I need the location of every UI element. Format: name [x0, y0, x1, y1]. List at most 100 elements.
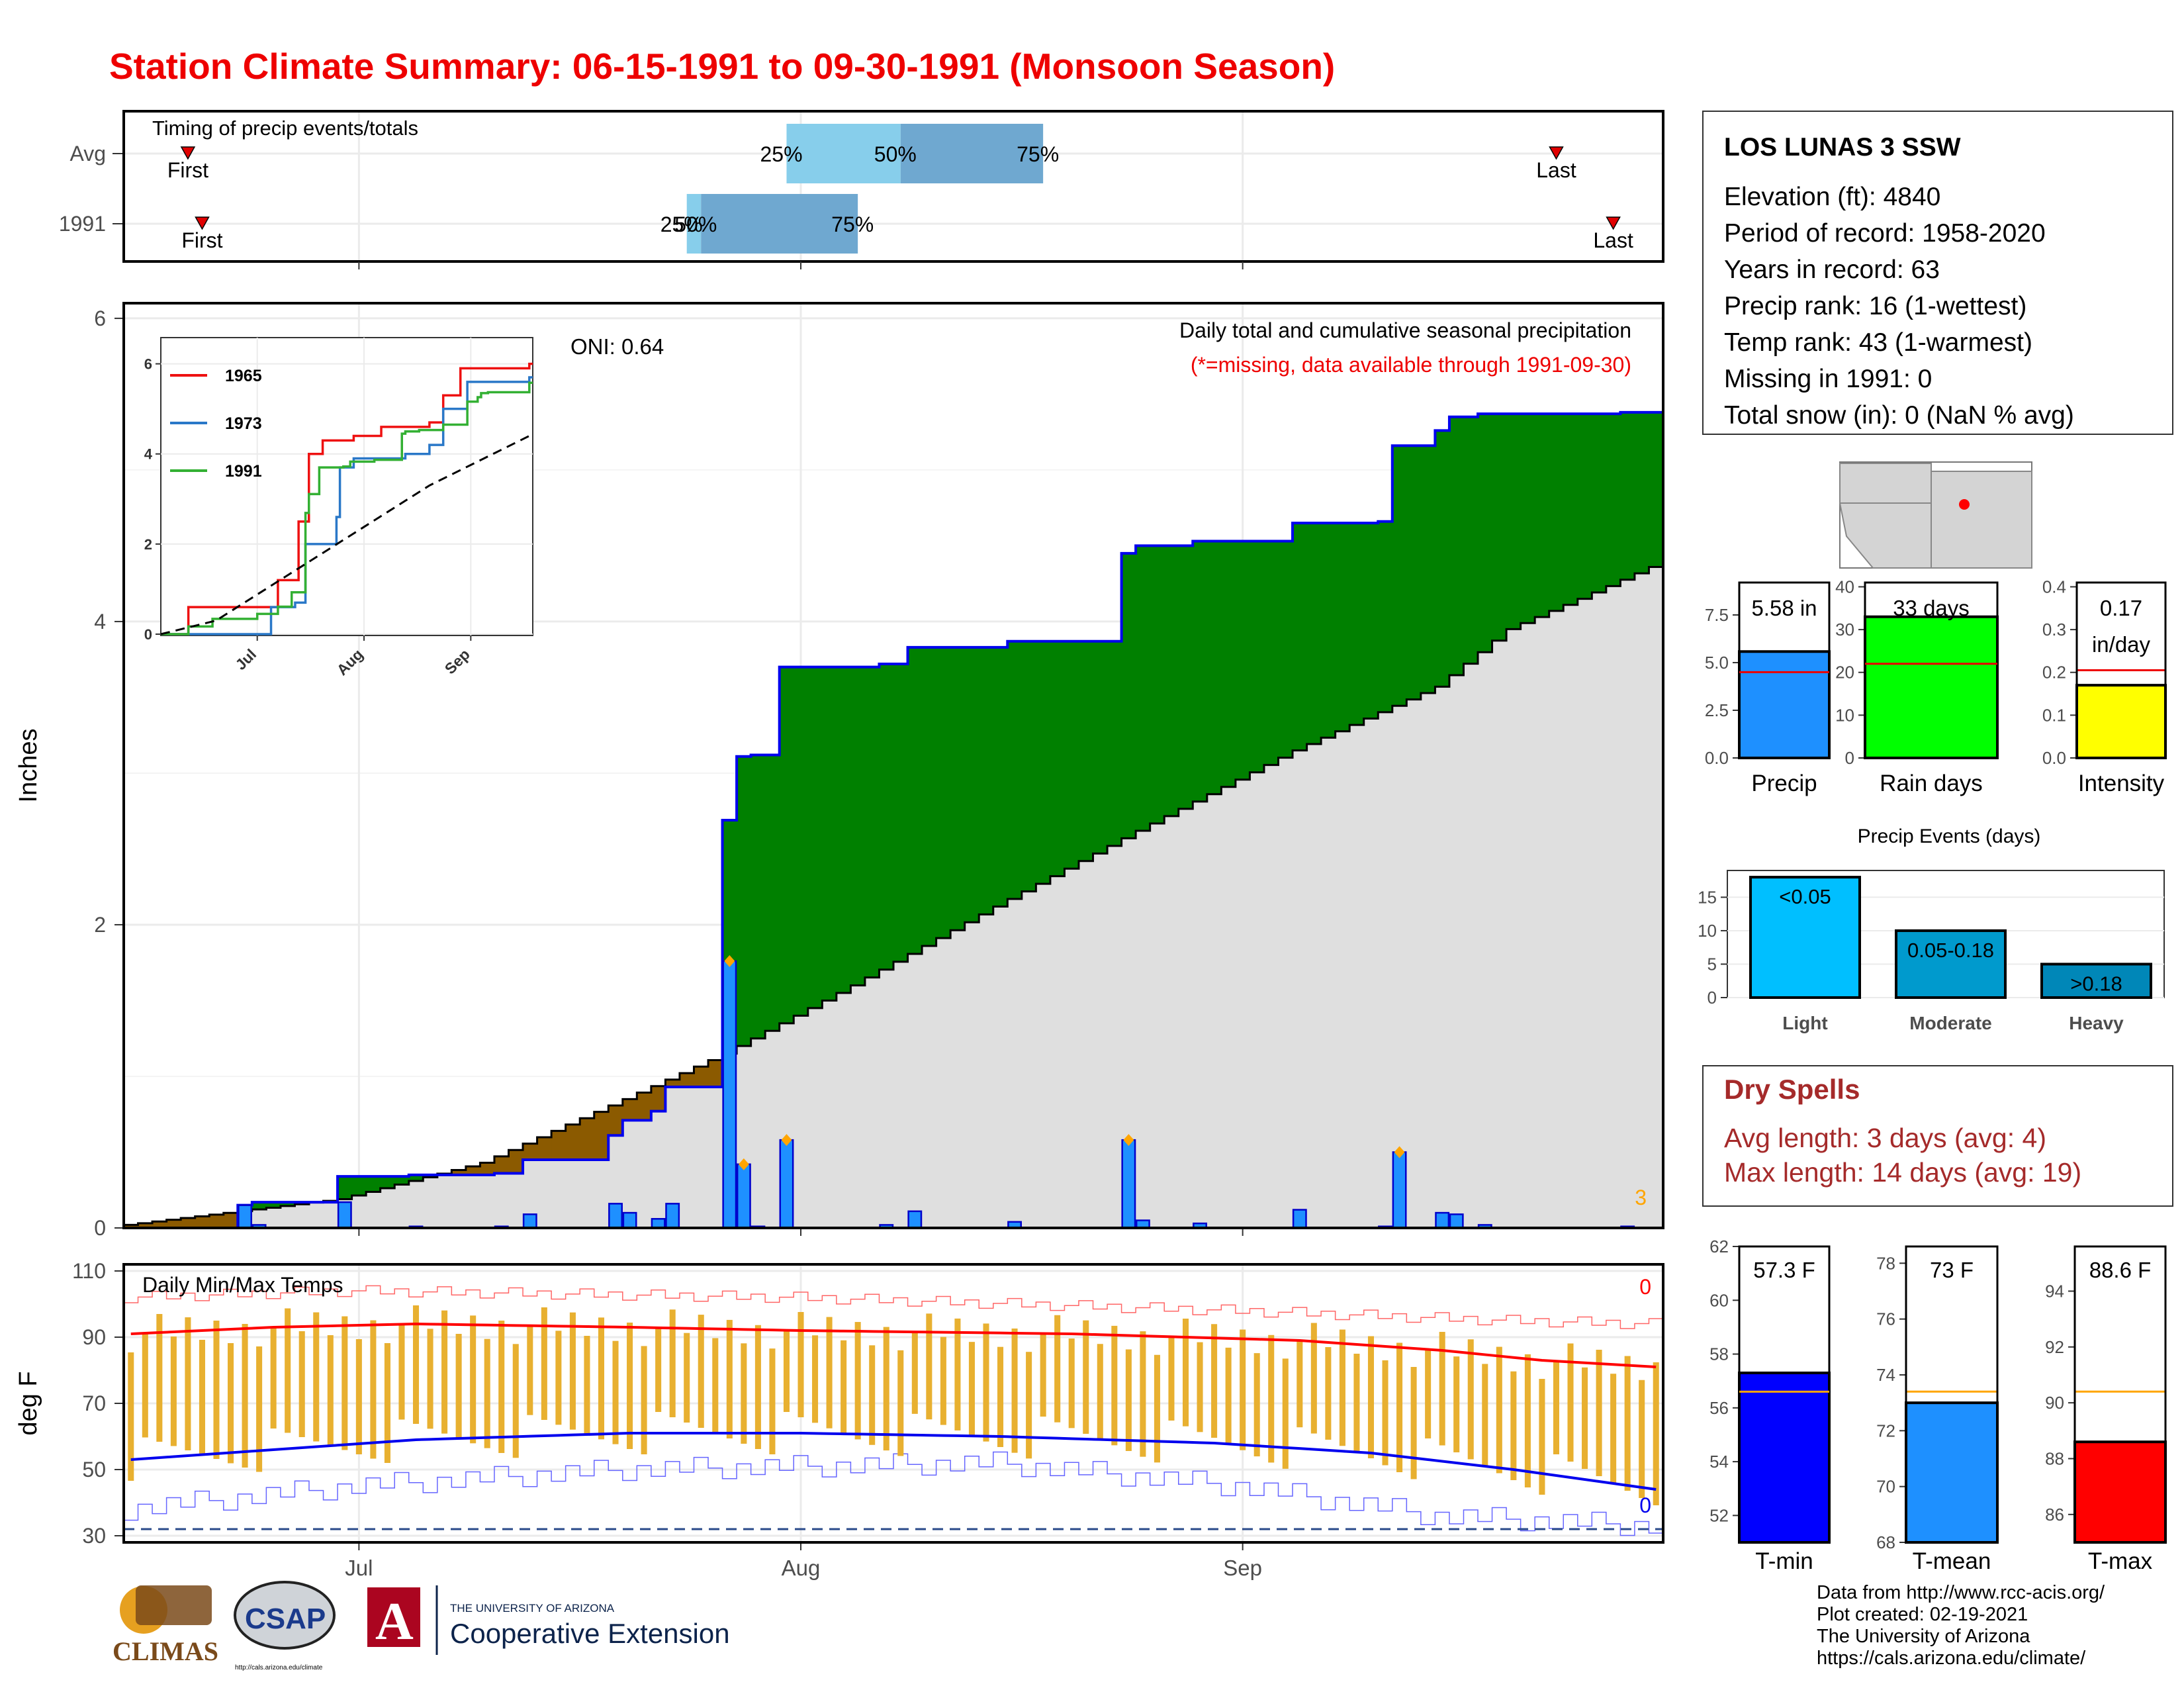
observed-cumulative-line: [124, 410, 1663, 1229]
precip-y-tick-label: 2: [94, 913, 106, 937]
below-normal-area: [138, 1223, 153, 1228]
daily-temp-bar: [712, 1338, 719, 1433]
daily-temp-bar: [1396, 1342, 1403, 1472]
temp-summary-y-tick-label: 58: [1709, 1344, 1729, 1364]
station-name: LOS LUNAS 3 SSW: [1724, 133, 1961, 162]
daily-temp-bar: [541, 1307, 547, 1420]
precip-events-bar: [2040, 962, 2152, 999]
daily-temp-bar: [1367, 1336, 1375, 1458]
tmin-normal-line: [130, 1432, 1657, 1491]
daily-temp-bar: [741, 1343, 747, 1444]
daily-temp-bar: [498, 1321, 505, 1453]
daily-temp-bar: [612, 1340, 619, 1444]
below-normal-area: [523, 1143, 538, 1160]
summary-bar-label: Rain days: [1880, 771, 1983, 796]
below-normal-area: [651, 1086, 666, 1111]
above-normal-area: [1050, 641, 1066, 876]
station-location-dot: [1959, 499, 1970, 510]
above-normal-area: [922, 647, 937, 947]
daily-temp-bar: [826, 1317, 833, 1429]
below-normal-area: [494, 1156, 510, 1174]
above-normal-area: [1136, 545, 1151, 831]
precip-events-category-label: Heavy: [2069, 1013, 2124, 1033]
record-high-count: 0: [1639, 1275, 1651, 1299]
temp-summary-label: T-max: [2088, 1548, 2153, 1574]
above-normal-area: [879, 664, 894, 970]
timing-bar-early: [786, 124, 901, 183]
ua-block-letter: A: [375, 1593, 414, 1651]
daily-temp-bar: [726, 1319, 733, 1438]
above-normal-area: [1007, 641, 1023, 900]
inset-legend-label: 1965: [225, 367, 262, 385]
temp-summary-y-tick-label: 54: [1709, 1452, 1729, 1472]
above-normal-area: [1392, 445, 1407, 706]
above-normal-area: [907, 647, 923, 954]
summary-bar-frame: [1864, 581, 1999, 618]
precip-y-tick-label: 6: [94, 306, 106, 330]
climas-logo-text: CLIMAS: [113, 1636, 218, 1666]
above-normal-area: [1093, 641, 1108, 854]
station-info-line: Years in record: 63: [1724, 256, 1940, 284]
summary-y-tick-label: 30: [1835, 620, 1854, 639]
temp-y-axis-label: deg F: [15, 1371, 42, 1435]
daily-temp-bar: [1339, 1329, 1345, 1446]
temp-summary-y-tick-label: 92: [2045, 1337, 2064, 1357]
daily-temp-bar: [1439, 1332, 1445, 1446]
temp-summary-y-tick-label: 90: [2045, 1393, 2064, 1413]
above-normal-area: [1520, 414, 1535, 624]
daily-temp-bar: [1410, 1367, 1417, 1479]
summary-bar-label: Precip: [1751, 771, 1817, 796]
summary-y-tick-label: 20: [1835, 663, 1854, 682]
timing-pct-label: 75%: [831, 212, 874, 236]
credit-line: Data from http://www.rcc-acis.org/: [1817, 1582, 2105, 1603]
x-axis-month-label: Aug: [782, 1556, 821, 1580]
timing-bar-early: [686, 194, 702, 254]
daily-temp-bar: [1240, 1329, 1246, 1450]
daily-precip-bar: [522, 1213, 537, 1229]
daily-temp-bar: [954, 1318, 961, 1430]
above-normal-area: [1449, 416, 1465, 676]
above-normal-area: [351, 1176, 367, 1196]
below-normal-area: [679, 1073, 695, 1088]
temp-y-tick-label: 50: [82, 1458, 106, 1481]
station-info-box: [1702, 111, 2173, 435]
station-info-line: Missing in 1991: 0: [1724, 365, 1932, 393]
daily-temp-bar: [427, 1329, 433, 1429]
summary-bar-precip: [1738, 650, 1831, 759]
daily-temp-bar: [1111, 1325, 1118, 1446]
below-normal-area: [551, 1131, 567, 1160]
daily-temp-bar: [128, 1352, 134, 1481]
summary-y-tick-label: 0: [1845, 748, 1854, 768]
summary-value-label: 5.58 in: [1751, 596, 1817, 620]
below-normal-area: [152, 1221, 167, 1228]
temp-summary-y-tick-label: 70: [1876, 1477, 1895, 1497]
above-normal-area: [993, 647, 1008, 907]
temp-summary-value: 57.3 F: [1753, 1258, 1815, 1282]
daily-temp-bar: [470, 1315, 477, 1444]
tmax-normal-line: [130, 1322, 1657, 1368]
below-normal-area: [124, 1225, 139, 1228]
precip-events-bar: [1749, 876, 1861, 999]
station-info-line: Period of record: 1958-2020: [1724, 219, 2046, 248]
csap-cloud-icon: [234, 1581, 336, 1650]
daily-temp-bar: [384, 1343, 390, 1463]
above-normal-area: [1406, 445, 1422, 700]
above-normal-area: [1064, 641, 1079, 869]
credit-line: https://cals.arizona.edu/climate/: [1817, 1648, 2086, 1669]
temp-summary-frame: [2073, 1245, 2167, 1443]
dry-spells-title: Dry Spells: [1724, 1074, 1860, 1105]
daily-precip-bar: [1292, 1209, 1307, 1229]
first-marker-label: First: [167, 158, 208, 182]
below-normal-area: [608, 1105, 623, 1136]
above-normal-area: [979, 647, 994, 915]
summary-y-tick-label: 10: [1835, 705, 1854, 725]
temp-panel-title: Daily Min/Max Temps: [142, 1273, 343, 1297]
ua-logo: A THE UNIVERSITY OF ARIZONA Cooperative …: [367, 1585, 730, 1655]
above-normal-area: [950, 647, 966, 931]
summary-y-tick-label: 0.1: [2042, 705, 2066, 725]
daily-temp-bar: [341, 1316, 348, 1450]
oni-label: ONI: 0.64: [570, 334, 664, 359]
daily-temp-bar: [441, 1310, 448, 1434]
daily-temp-bar: [1510, 1371, 1517, 1480]
